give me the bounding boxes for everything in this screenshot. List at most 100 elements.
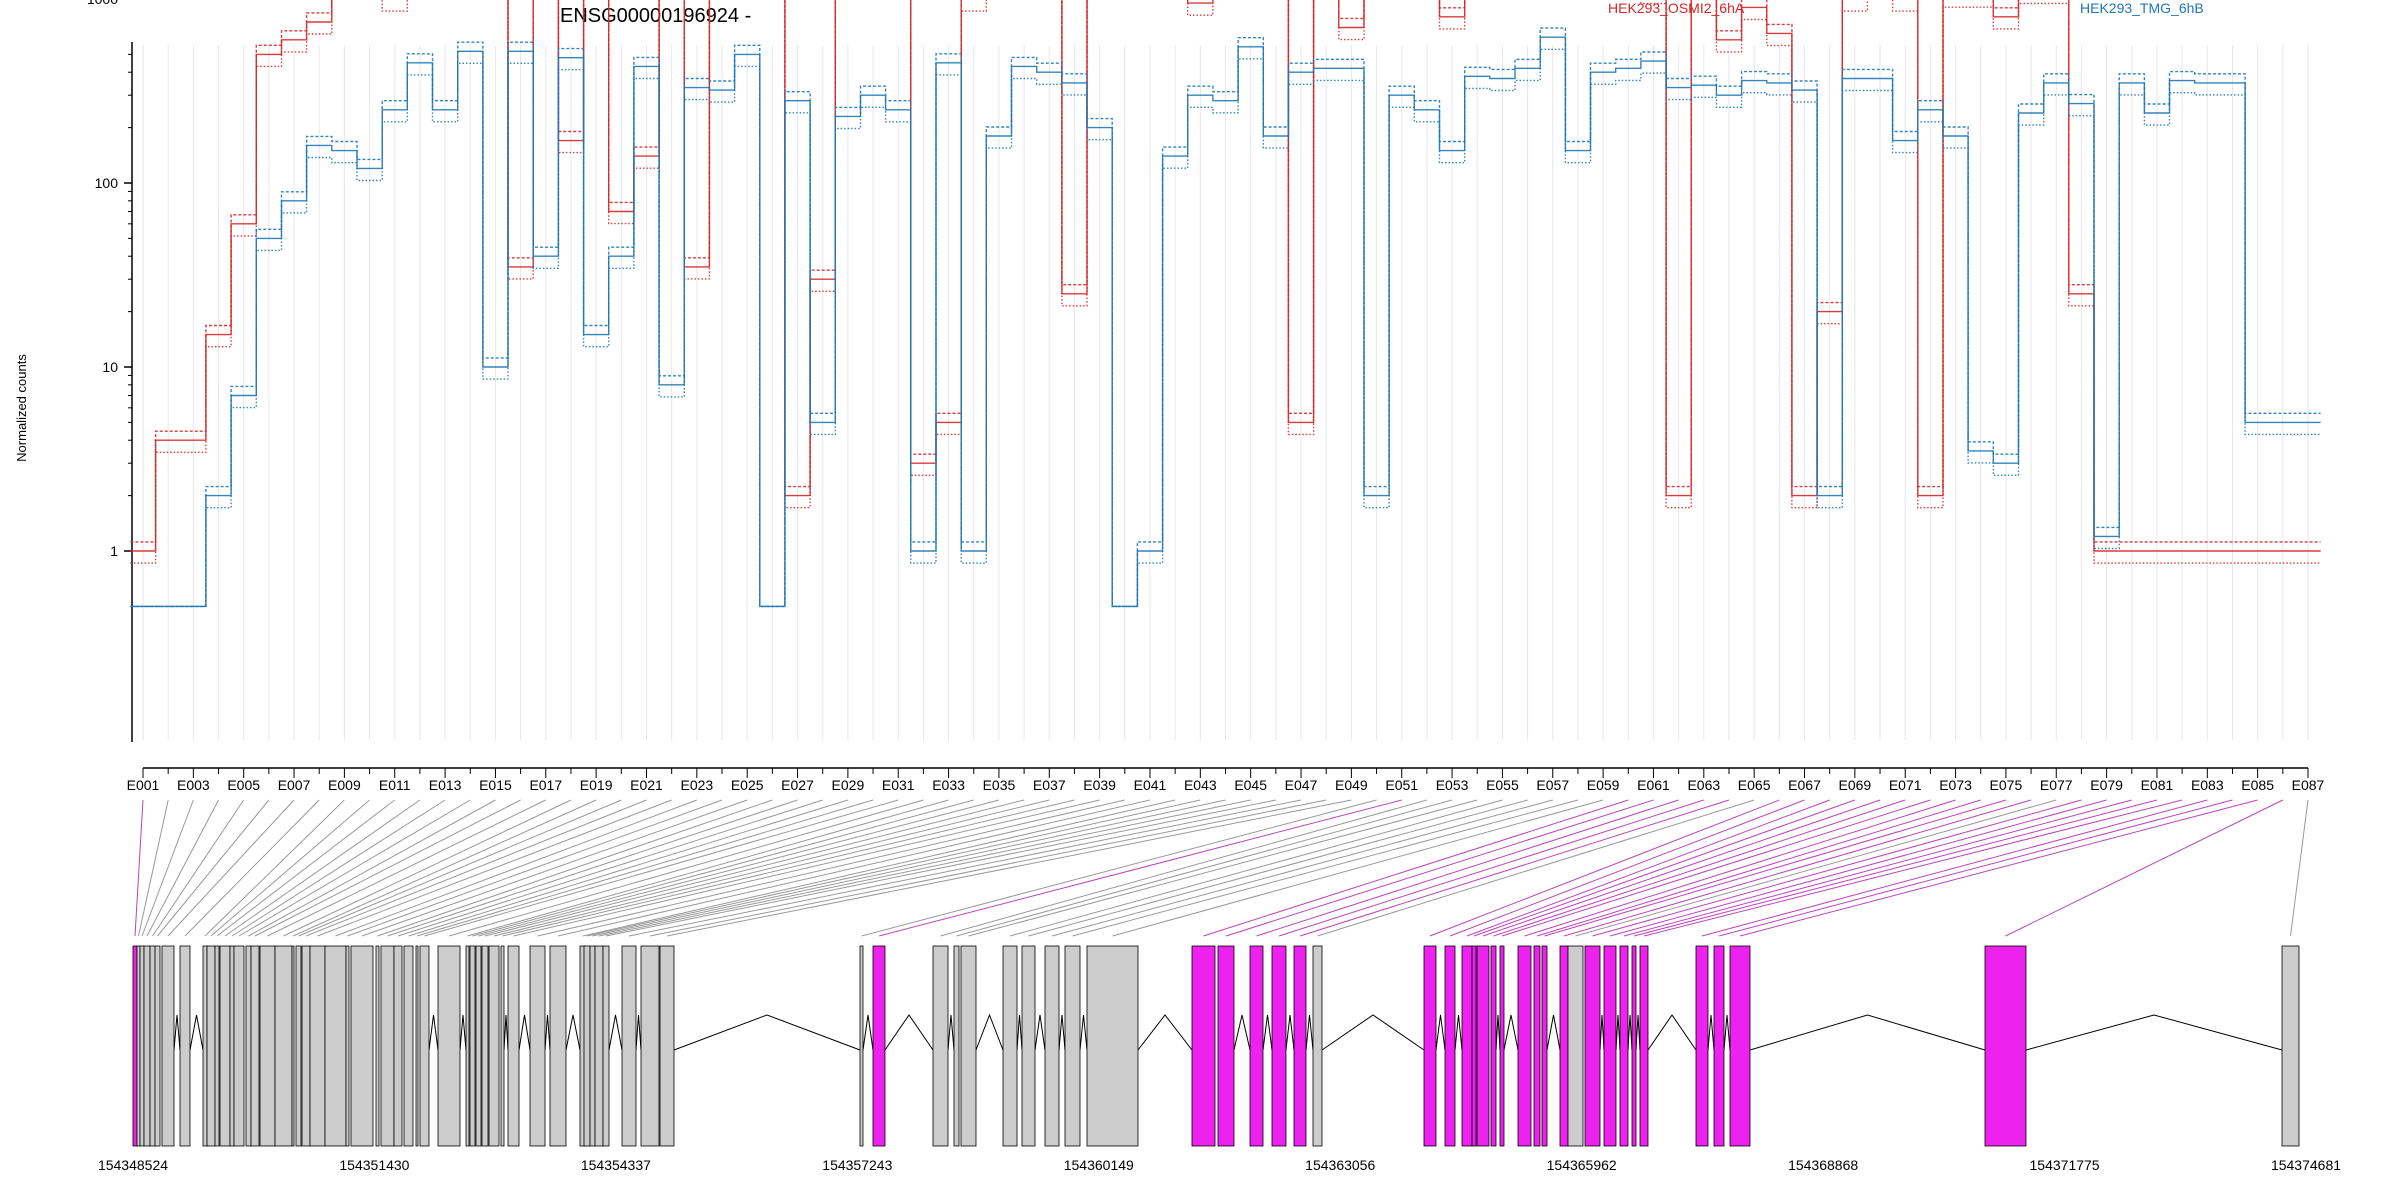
intron-line	[862, 1014, 874, 1051]
exon-highlighted	[1533, 945, 1541, 1147]
exon	[1021, 945, 1036, 1147]
connector-line	[592, 799, 1226, 937]
x-tick-label: E049	[1335, 777, 1368, 793]
x-tick-label: E067	[1788, 777, 1821, 793]
exon	[602, 945, 610, 1147]
connector-line	[1449, 799, 1805, 937]
exon-highlighted	[1499, 945, 1505, 1147]
coord-label: 154371775	[2030, 1157, 2100, 1173]
connector-line	[1718, 799, 2233, 937]
connector-line	[248, 799, 496, 937]
connector-line	[1299, 799, 1730, 937]
coord-label: 154354337	[581, 1157, 651, 1173]
connector-line	[1643, 799, 2183, 937]
exon-highlighted	[1639, 945, 1649, 1147]
intron-line	[1454, 1014, 1463, 1051]
x-tick-label: E083	[2191, 777, 2224, 793]
x-tick-label: E027	[781, 777, 814, 793]
connector-line	[472, 799, 974, 937]
exon-highlighted	[1271, 945, 1287, 1147]
legend-label-osmi2: HEK293_OSMI2_6hA	[1608, 0, 1745, 16]
intron-line	[1647, 1014, 1697, 1051]
intron-line	[1058, 1014, 1066, 1051]
connector-line	[224, 799, 421, 937]
exon-highlighted	[1541, 945, 1548, 1147]
exon	[245, 945, 252, 1147]
exon	[415, 945, 419, 1147]
x-tick-label: E025	[731, 777, 764, 793]
exon	[161, 945, 175, 1147]
connector-line	[1633, 799, 2158, 937]
exon-connector-lines	[134, 799, 2309, 937]
x-tick-label: E063	[1687, 777, 1720, 793]
exon	[1064, 945, 1081, 1147]
connector-line	[1592, 799, 2082, 937]
exon-highlighted	[1603, 945, 1617, 1147]
chart-title: ENSG00000196924 -	[560, 5, 751, 27]
intron-line	[1707, 1014, 1715, 1051]
intron-line	[1305, 1014, 1314, 1051]
coord-label: 154374681	[2271, 1157, 2341, 1173]
connector-line	[204, 799, 345, 937]
connector-line	[1482, 799, 1881, 937]
intron-line	[1615, 1014, 1621, 1051]
connector-line	[666, 799, 1352, 937]
intron-line	[1233, 1014, 1251, 1051]
coord-label: 154368868	[1788, 1157, 1858, 1173]
connector-line	[157, 799, 270, 937]
y-tick-label: 1000	[87, 0, 118, 7]
connector-line	[968, 799, 1478, 937]
exon	[350, 945, 374, 1147]
x-tick-label: E047	[1285, 777, 1318, 793]
intron-line	[1079, 1014, 1088, 1051]
connector-line	[493, 799, 1050, 937]
x-tick-label: E041	[1134, 777, 1167, 793]
exon	[136, 945, 141, 1147]
connector-line	[1701, 799, 2208, 937]
exon	[507, 945, 520, 1147]
exon	[149, 945, 156, 1147]
intron-line	[1262, 1014, 1273, 1051]
exon	[403, 945, 414, 1147]
series-line-1-rep2	[130, 48, 2321, 608]
x-tick-label: E055	[1486, 777, 1519, 793]
connector-line	[2290, 799, 2309, 937]
x-tick-label: E023	[680, 777, 713, 793]
exon	[143, 945, 151, 1147]
x-tick-label: E005	[227, 777, 260, 793]
intron-line	[428, 1014, 439, 1051]
exon	[932, 945, 949, 1147]
connector-line	[1473, 799, 1856, 937]
x-tick-label: E087	[2292, 777, 2325, 793]
x-tick-label: E043	[1184, 777, 1217, 793]
connector-line	[582, 799, 1176, 937]
exon-highlighted	[1249, 945, 1264, 1147]
coord-label: 154348524	[98, 1157, 168, 1173]
exon	[529, 945, 546, 1147]
x-tick-label: E061	[1637, 777, 1670, 793]
connector-line	[1009, 799, 1503, 937]
connector-line	[1466, 799, 1830, 937]
connector-line	[138, 799, 169, 937]
exon	[250, 945, 260, 1147]
coord-label: 154365962	[1547, 1157, 1617, 1173]
connector-line	[1317, 799, 1755, 937]
exon	[291, 945, 295, 1147]
intron-line	[1546, 1014, 1561, 1051]
intron-line	[544, 1014, 551, 1051]
connector-line	[377, 799, 773, 937]
genomic-coordinate-labels: 154348524 154351430 154354337 154357243 1543…	[98, 1157, 2341, 1173]
y-tick-label: 10	[102, 359, 118, 375]
exon	[2281, 945, 2300, 1147]
intron-line	[1503, 1014, 1519, 1051]
intron-line	[673, 1014, 861, 1051]
exon-highlighted	[1293, 945, 1307, 1147]
exon	[659, 945, 675, 1147]
exon-highlighted	[1695, 945, 1709, 1147]
connector-line	[1501, 799, 1931, 937]
y-axis-ticks: 1 10 100 1000	[87, 0, 132, 559]
exon-highlighted	[1490, 945, 1497, 1147]
exon-highlighted	[1471, 945, 1477, 1147]
connector-line	[513, 799, 1100, 937]
exon-highlighted	[132, 945, 138, 1147]
